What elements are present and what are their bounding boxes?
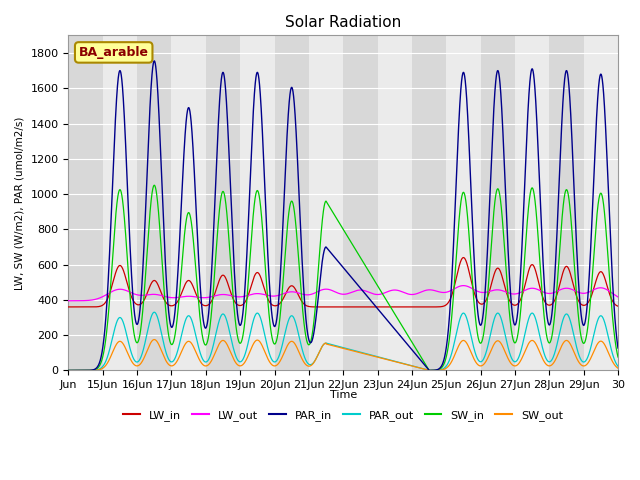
Bar	[68, 36, 103, 371]
Bar	[343, 36, 378, 371]
Text: BA_arable: BA_arable	[79, 46, 148, 59]
Bar	[240, 36, 275, 371]
X-axis label: Time: Time	[330, 390, 357, 400]
Bar	[137, 36, 172, 371]
Title: Solar Radiation: Solar Radiation	[285, 15, 401, 30]
Bar	[206, 36, 240, 371]
Bar	[309, 36, 343, 371]
Bar	[618, 36, 640, 371]
Bar	[412, 36, 446, 371]
Legend: LW_in, LW_out, PAR_in, PAR_out, SW_in, SW_out: LW_in, LW_out, PAR_in, PAR_out, SW_in, S…	[119, 406, 568, 425]
Bar	[515, 36, 549, 371]
Bar	[584, 36, 618, 371]
Bar	[275, 36, 309, 371]
Bar	[446, 36, 481, 371]
Bar	[378, 36, 412, 371]
Bar	[172, 36, 206, 371]
Bar	[549, 36, 584, 371]
Bar	[103, 36, 137, 371]
Y-axis label: LW, SW (W/m2), PAR (umol/m2/s): LW, SW (W/m2), PAR (umol/m2/s)	[15, 116, 25, 289]
Bar	[481, 36, 515, 371]
